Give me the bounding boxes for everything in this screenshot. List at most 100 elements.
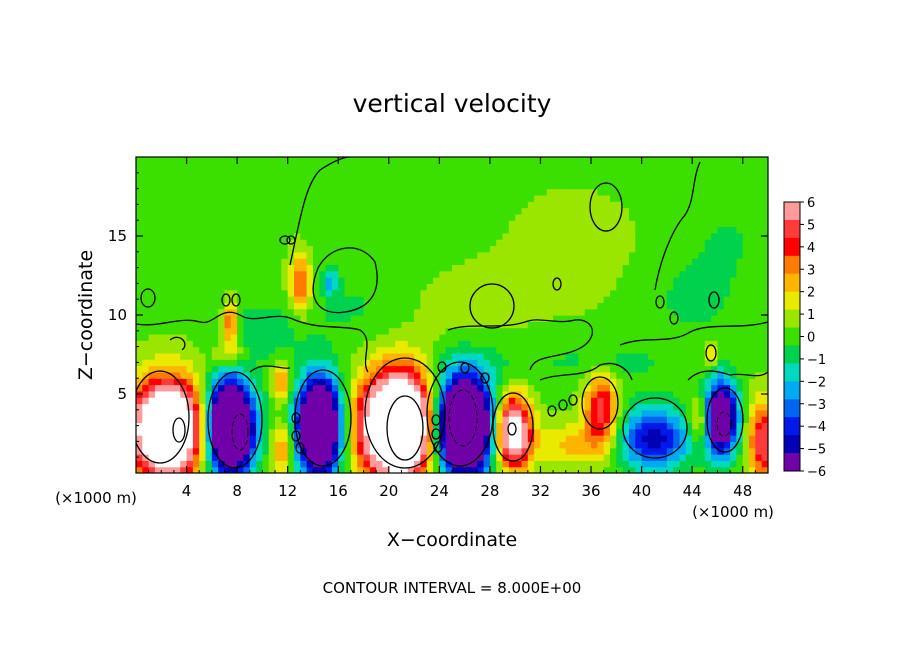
heatmap-cell [249,194,257,202]
heatmap-cell [287,207,295,215]
heatmap-cell [597,378,605,386]
heatmap-cell [224,397,232,405]
heatmap-cell [572,239,579,247]
heatmap-cell [666,201,674,209]
heatmap-cell [306,327,314,335]
heatmap-cell [704,441,712,449]
heatmap-cell [711,409,719,417]
heatmap-cell [388,397,396,405]
heatmap-cell [559,315,567,322]
heatmap-cell [508,175,516,183]
heatmap-cell [610,232,617,240]
heatmap-cell [527,213,535,221]
heatmap-cell [300,454,308,461]
heatmap-cell [755,169,763,177]
heatmap-cell [508,409,516,417]
heatmap-cell [559,416,567,424]
heatmap-cell [508,333,516,341]
heatmap-cell [685,460,693,468]
heatmap-cell [502,296,510,303]
heatmap-cell [540,308,548,316]
heatmap-cell [730,384,737,392]
heatmap-cell [300,333,308,341]
heatmap-cell [515,428,523,436]
heatmap-cell [572,226,579,234]
heatmap-cell [616,441,624,449]
heatmap-cell [186,277,194,284]
heatmap-cell [243,194,251,202]
heatmap-cell [654,169,662,177]
heatmap-cell [749,409,756,417]
heatmap-cell [350,232,358,240]
heatmap-cell [426,384,434,392]
heatmap-cell [527,220,535,228]
heatmap-cell [224,251,232,259]
heatmap-cell [256,283,263,291]
heatmap-cell [420,447,428,455]
heatmap-cell [464,226,472,234]
heatmap-cell [287,245,295,253]
heatmap-cell [685,213,693,221]
heatmap-cell [256,157,263,164]
heatmap-cell [654,428,662,436]
heatmap-cell [154,201,162,209]
heatmap-cell [591,359,598,367]
heatmap-cell [496,175,504,183]
heatmap-cell [420,435,428,442]
heatmap-cell [527,232,535,240]
heatmap-cell [572,428,579,436]
heatmap-cell [148,182,156,190]
heatmap-cell [755,441,763,449]
heatmap-cell [540,302,548,310]
heatmap-cell [622,466,630,473]
heatmap-cell [136,207,143,215]
heatmap-cell [546,378,554,386]
heatmap-cell [679,169,687,177]
heatmap-cell [534,435,542,442]
heatmap-cell [224,321,232,329]
heatmap-cell [610,315,617,322]
heatmap-cell [154,397,162,405]
heatmap-cell [635,207,643,215]
heatmap-cell [224,182,232,190]
heatmap-cell [565,422,573,430]
heatmap-cell [692,308,700,316]
heatmap-cell [433,466,440,473]
heatmap-cell [319,175,327,183]
heatmap-cell [679,220,687,228]
heatmap-cell [673,201,681,209]
heatmap-cell [521,245,529,253]
heatmap-cell [192,409,200,417]
heatmap-cell [136,220,143,228]
heatmap-cell [692,289,700,297]
heatmap-cell [148,346,156,354]
heatmap-cell [287,390,295,398]
heatmap-cell [515,340,523,348]
heatmap-cell [306,194,314,202]
heatmap-cell [553,384,561,392]
heatmap-cell [180,327,188,335]
heatmap-cell [192,264,200,272]
heatmap-cell [218,333,226,341]
heatmap-cell [546,327,554,335]
heatmap-cell [647,397,655,405]
heatmap-cell [496,447,504,455]
heatmap-cell [395,416,403,424]
heatmap-cell [736,296,744,303]
heatmap-cell [249,163,257,171]
heatmap-cell [439,264,447,272]
heatmap-cell [578,315,586,322]
heatmap-cell [711,384,719,392]
heatmap-cell [591,258,598,266]
heatmap-cell [439,194,447,202]
heatmap-cell [167,460,175,468]
heatmap-cell [230,308,238,316]
heatmap-cell [325,352,333,360]
heatmap-cell [641,466,649,473]
heatmap-cell [445,213,453,221]
heatmap-cell [597,213,605,221]
heatmap-cell [306,346,314,354]
heatmap-cell [395,346,403,354]
heatmap-cell [635,232,643,240]
heatmap-cell [161,403,169,411]
